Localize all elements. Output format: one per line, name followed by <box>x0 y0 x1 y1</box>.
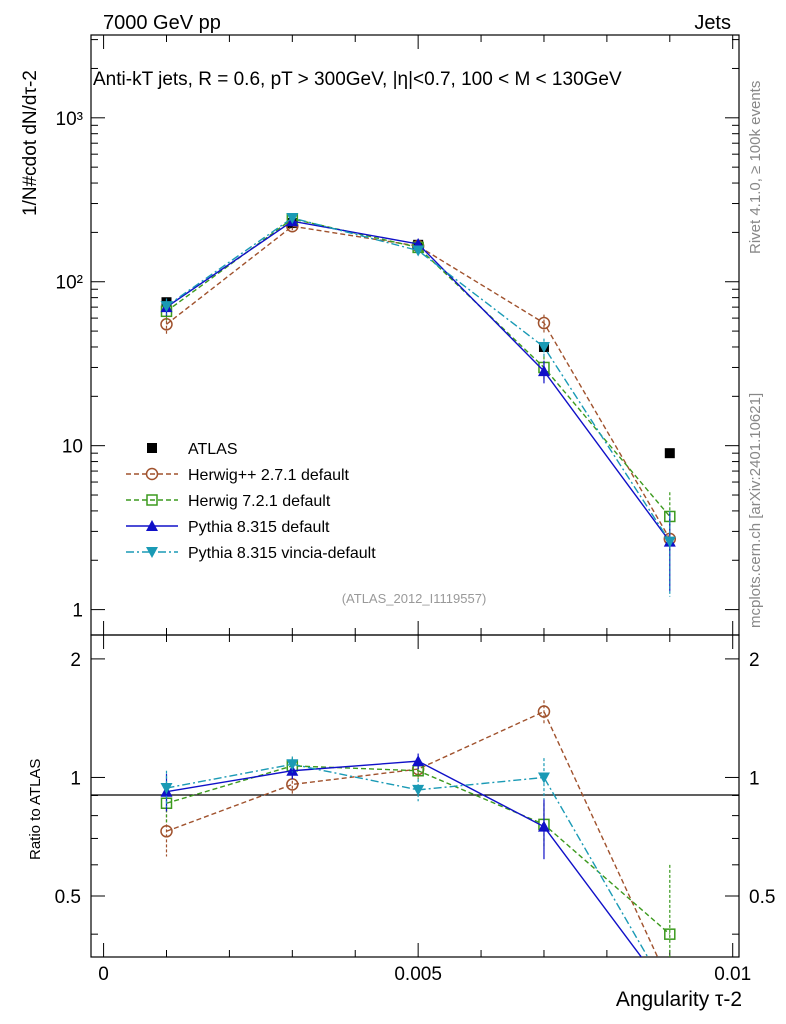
main-data-point <box>412 245 425 257</box>
ratio-data-point <box>412 784 425 796</box>
ratio-data-point <box>664 928 676 940</box>
ratio-tick-label-left: 0.5 <box>55 887 81 908</box>
main-title: Anti-kT jets, R = 0.6, pT > 300GeV, |η|<… <box>93 69 622 90</box>
legend-entry: Pythia 8.315 vincia-default <box>126 545 376 562</box>
ratio-series-line <box>166 710 659 957</box>
ratio-data-point <box>537 772 550 784</box>
x-axis-label: Angularity τ-2 <box>616 988 742 1011</box>
ratio-data-point <box>160 783 173 795</box>
ratio-data-point <box>160 825 173 838</box>
main-ylabel: 1/N#cdot dN/dτ-2 <box>20 70 41 216</box>
main-data-point <box>537 341 550 353</box>
ratio-series-line <box>166 765 671 935</box>
ratio-series-0 <box>160 700 659 957</box>
x-tick-label: 0.005 <box>394 964 442 985</box>
ratio-tick-label-right: 1 <box>749 768 760 789</box>
legend-marker <box>146 520 158 531</box>
ratio-data-point <box>286 759 299 771</box>
ratio-ylabel: Ratio to ATLAS <box>27 759 44 860</box>
main-data-point <box>537 365 550 377</box>
ratio-tick-label-right: 2 <box>749 650 760 671</box>
ratio-panel-frame <box>90 634 740 958</box>
ratio-tick-label-right: 0.5 <box>749 887 775 908</box>
legend-entry: Herwig 7.2.1 default <box>126 493 331 510</box>
legend-entry: Pythia 8.315 default <box>126 519 330 536</box>
legend-entry: ATLAS <box>147 441 238 458</box>
ratio-tick-label-left: 2 <box>70 650 81 671</box>
legend-label: Pythia 8.315 default <box>188 519 330 536</box>
ratio-series-line <box>166 763 649 957</box>
main-data-point <box>664 448 675 459</box>
y-tick-label: 10³ <box>56 109 83 130</box>
legend-label: Herwig 7.2.1 default <box>188 493 331 510</box>
x-tick-label: 0.01 <box>714 964 751 985</box>
main-series-line <box>166 225 671 540</box>
ratio-series-3 <box>160 756 649 957</box>
legend-marker <box>145 467 159 481</box>
legend-marker <box>146 494 158 506</box>
header-right: Jets <box>694 12 731 34</box>
header-left: 7000 GeV pp <box>103 12 221 34</box>
main-series-4 <box>160 212 676 597</box>
main-data-point <box>160 301 173 313</box>
y-tick-label: 1 <box>72 601 83 622</box>
y-tick-label: 10 <box>62 437 83 458</box>
ratio-tick-label-left: 1 <box>70 768 81 789</box>
side-label-rivet: Rivet 4.1.0, ≥ 100k events <box>747 81 764 254</box>
legend-label: Pythia 8.315 vincia-default <box>188 545 376 562</box>
side-label-mcplots: mcplots.cern.ch [arXiv:2401.10621] <box>747 393 764 628</box>
ratio-data-point <box>537 705 551 718</box>
legend-label: Herwig++ 2.7.1 default <box>188 467 350 484</box>
main-data-point <box>663 536 676 548</box>
legend-marker <box>146 547 158 558</box>
legend-label: ATLAS <box>188 441 238 458</box>
ratio-data-point <box>412 755 425 767</box>
main-data-point <box>537 316 551 330</box>
legend-entry: Herwig++ 2.7.1 default <box>126 467 350 484</box>
main-data-point <box>286 212 299 224</box>
annotation: (ATLAS_2012_I1119557) <box>342 591 487 606</box>
x-tick-label: 0 <box>98 964 109 985</box>
legend-marker <box>147 443 157 453</box>
ratio-data-point <box>537 820 550 832</box>
y-tick-label: 10² <box>56 273 83 294</box>
